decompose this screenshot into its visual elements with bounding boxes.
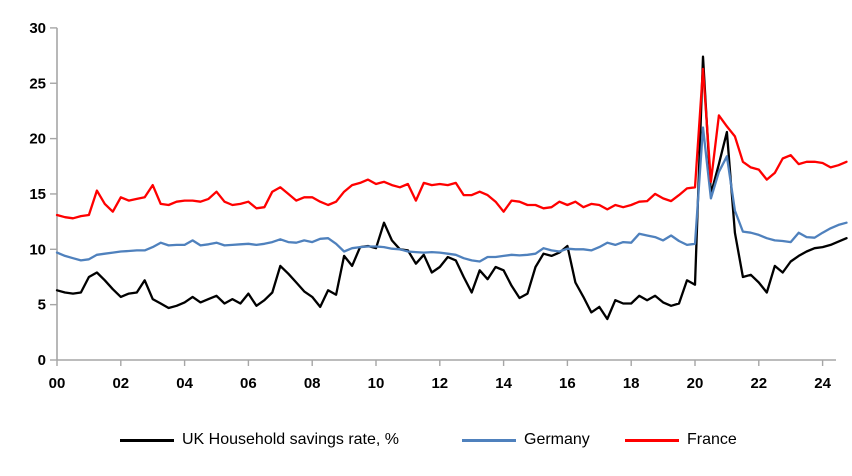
series-line-uk-household-savings-rate xyxy=(55,55,848,321)
legend-label-france: France xyxy=(687,431,737,448)
y-tick-label-20: 20 xyxy=(29,131,46,148)
x-tick-label-22: 22 xyxy=(750,375,767,392)
legend-label-uk: UK Household savings rate, % xyxy=(182,431,399,448)
y-tick-label-5: 5 xyxy=(38,297,46,314)
legend-item-germany: Germany xyxy=(462,429,590,451)
x-tick-label-04: 04 xyxy=(176,375,193,392)
y-tick-label-30: 30 xyxy=(29,20,46,37)
legend-label-germany: Germany xyxy=(524,431,590,448)
legend-swatch-france xyxy=(625,438,679,442)
y-tick-label-15: 15 xyxy=(29,186,46,203)
series-line-germany xyxy=(55,126,848,263)
x-tick-label-10: 10 xyxy=(368,375,385,392)
chart-legend: UK Household savings rate, % Germany Fra… xyxy=(0,429,852,459)
legend-item-uk: UK Household savings rate, % xyxy=(120,429,399,451)
legend-swatch-uk xyxy=(120,438,174,442)
axes xyxy=(50,27,836,366)
y-tick-label-0: 0 xyxy=(38,352,46,369)
tick-labels: 0 5 10 15 20 25 30 00 02 04 06 08 10 12 14 16 18 20 22 24 xyxy=(29,20,831,392)
legend-item-france: France xyxy=(625,429,737,451)
x-tick-label-06: 06 xyxy=(240,375,257,392)
x-tick-label-12: 12 xyxy=(431,375,448,392)
x-tick-label-08: 08 xyxy=(304,375,321,392)
x-tick-label-18: 18 xyxy=(623,375,640,392)
series-line-france xyxy=(55,67,848,220)
legend-swatch-germany xyxy=(462,438,516,442)
x-tick-label-24: 24 xyxy=(814,375,831,392)
series-lines xyxy=(55,55,848,321)
x-tick-label-00: 00 xyxy=(49,375,66,392)
y-tick-label-10: 10 xyxy=(29,241,46,258)
x-tick-label-16: 16 xyxy=(559,375,576,392)
x-tick-label-14: 14 xyxy=(495,375,512,392)
x-tick-label-02: 02 xyxy=(112,375,129,392)
x-tick-label-20: 20 xyxy=(687,375,704,392)
y-tick-label-25: 25 xyxy=(29,75,46,92)
